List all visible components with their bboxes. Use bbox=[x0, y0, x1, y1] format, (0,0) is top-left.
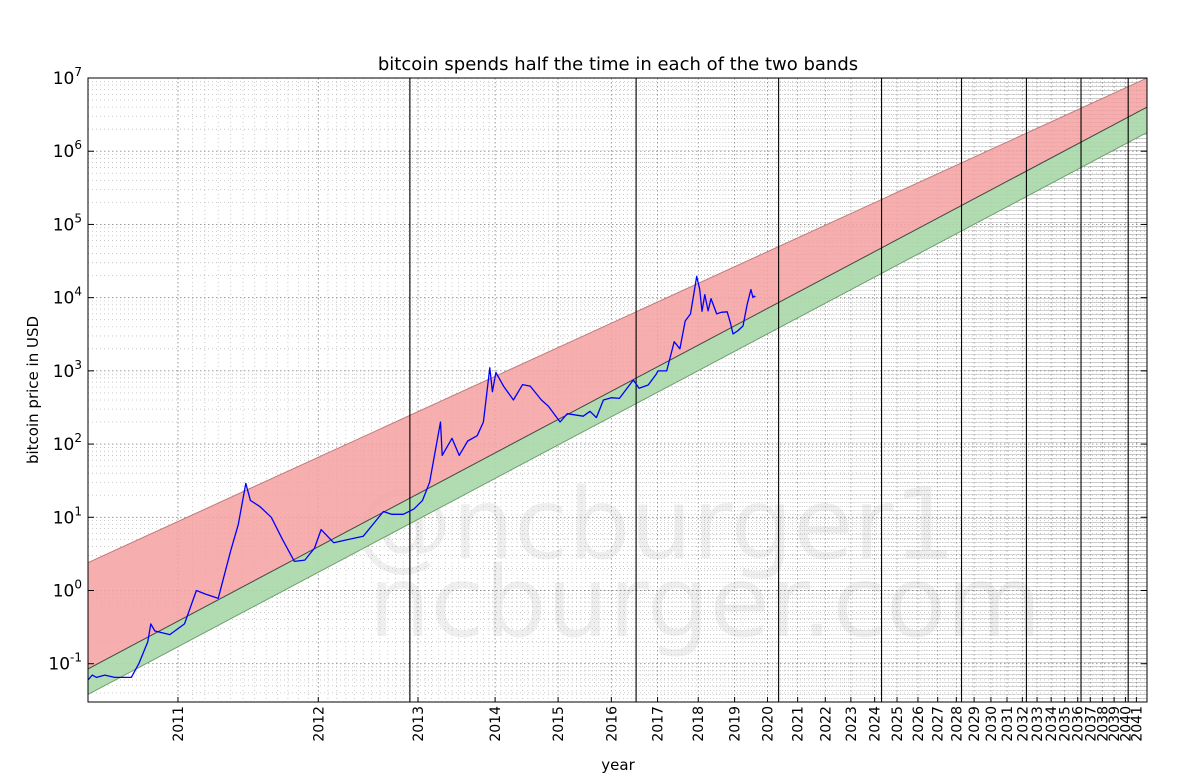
y-axis-label: bitcoin price in USD bbox=[24, 316, 42, 464]
x-tick-label: 2041 bbox=[1129, 706, 1145, 742]
x-tick-label: 2011 bbox=[171, 706, 187, 742]
x-tick-label: 2023 bbox=[844, 706, 860, 742]
x-tick-label: 2022 bbox=[818, 706, 834, 742]
upper-red-band bbox=[88, 78, 1147, 669]
x-tick-label: 2013 bbox=[411, 706, 427, 742]
x-tick-label: 2029 bbox=[967, 706, 983, 742]
x-tick-label: 2019 bbox=[728, 706, 744, 742]
y-tick-label: 107 bbox=[53, 65, 82, 89]
x-tick-label: 2014 bbox=[488, 706, 504, 742]
x-tick-label: 2031 bbox=[1000, 706, 1016, 742]
x-tick-label: 2018 bbox=[691, 706, 707, 742]
x-tick-label: 2015 bbox=[551, 706, 567, 742]
x-tick-label: 2033 bbox=[1030, 706, 1046, 742]
x-tick-label: 2026 bbox=[911, 706, 927, 742]
price-series-line bbox=[87, 275, 756, 681]
plot-area: 10-1 100 101 102 103 104 105 106 107 2011 2012 2013… bbox=[48, 65, 1148, 742]
lower-green-band bbox=[88, 107, 1147, 695]
x-tick-label: 2035 bbox=[1058, 706, 1074, 742]
x-tick-label: 2021 bbox=[791, 706, 807, 742]
chart-title: bitcoin spends half the time in each of … bbox=[378, 54, 858, 75]
x-tick-label: 2040 bbox=[1118, 706, 1134, 742]
x-tick-label: 2020 bbox=[761, 706, 777, 742]
plot-frame bbox=[87, 77, 1148, 703]
x-tick-label: 2032 bbox=[1015, 706, 1031, 742]
x-tick-label: 2017 bbox=[651, 706, 667, 742]
upper-band-edge bbox=[87, 77, 1148, 564]
x-tick-label: 2039 bbox=[1107, 706, 1123, 742]
x-tick-label: 2036 bbox=[1071, 706, 1087, 742]
x-tick-label: 2027 bbox=[931, 706, 947, 742]
y-tick-label: 101 bbox=[53, 504, 82, 528]
x-tick-label: 2037 bbox=[1083, 706, 1099, 742]
y-tick-label: 103 bbox=[53, 358, 82, 382]
x-tick-label: 2012 bbox=[311, 706, 327, 742]
x-tick-label: 2038 bbox=[1095, 706, 1111, 742]
y-tick-label: 100 bbox=[53, 578, 82, 602]
x-tick-label: 2016 bbox=[604, 706, 620, 742]
y-tick-label: 10-1 bbox=[48, 651, 82, 675]
lower-band-edge bbox=[87, 132, 1148, 695]
x-tick-label: 2025 bbox=[890, 706, 906, 742]
x-tick-label: 2024 bbox=[868, 706, 884, 742]
y-tick-label: 105 bbox=[53, 211, 82, 235]
middle-band-line bbox=[87, 106, 1148, 670]
y-tick-label: 106 bbox=[53, 138, 82, 162]
y-tick-label: 102 bbox=[53, 431, 82, 455]
y-tick-label: 104 bbox=[53, 285, 82, 309]
x-tick-label: 2030 bbox=[984, 706, 1000, 742]
x-tick-label: 2034 bbox=[1044, 706, 1060, 742]
x-tick-label: 2028 bbox=[949, 706, 965, 742]
x-axis-label: year bbox=[601, 756, 635, 774]
